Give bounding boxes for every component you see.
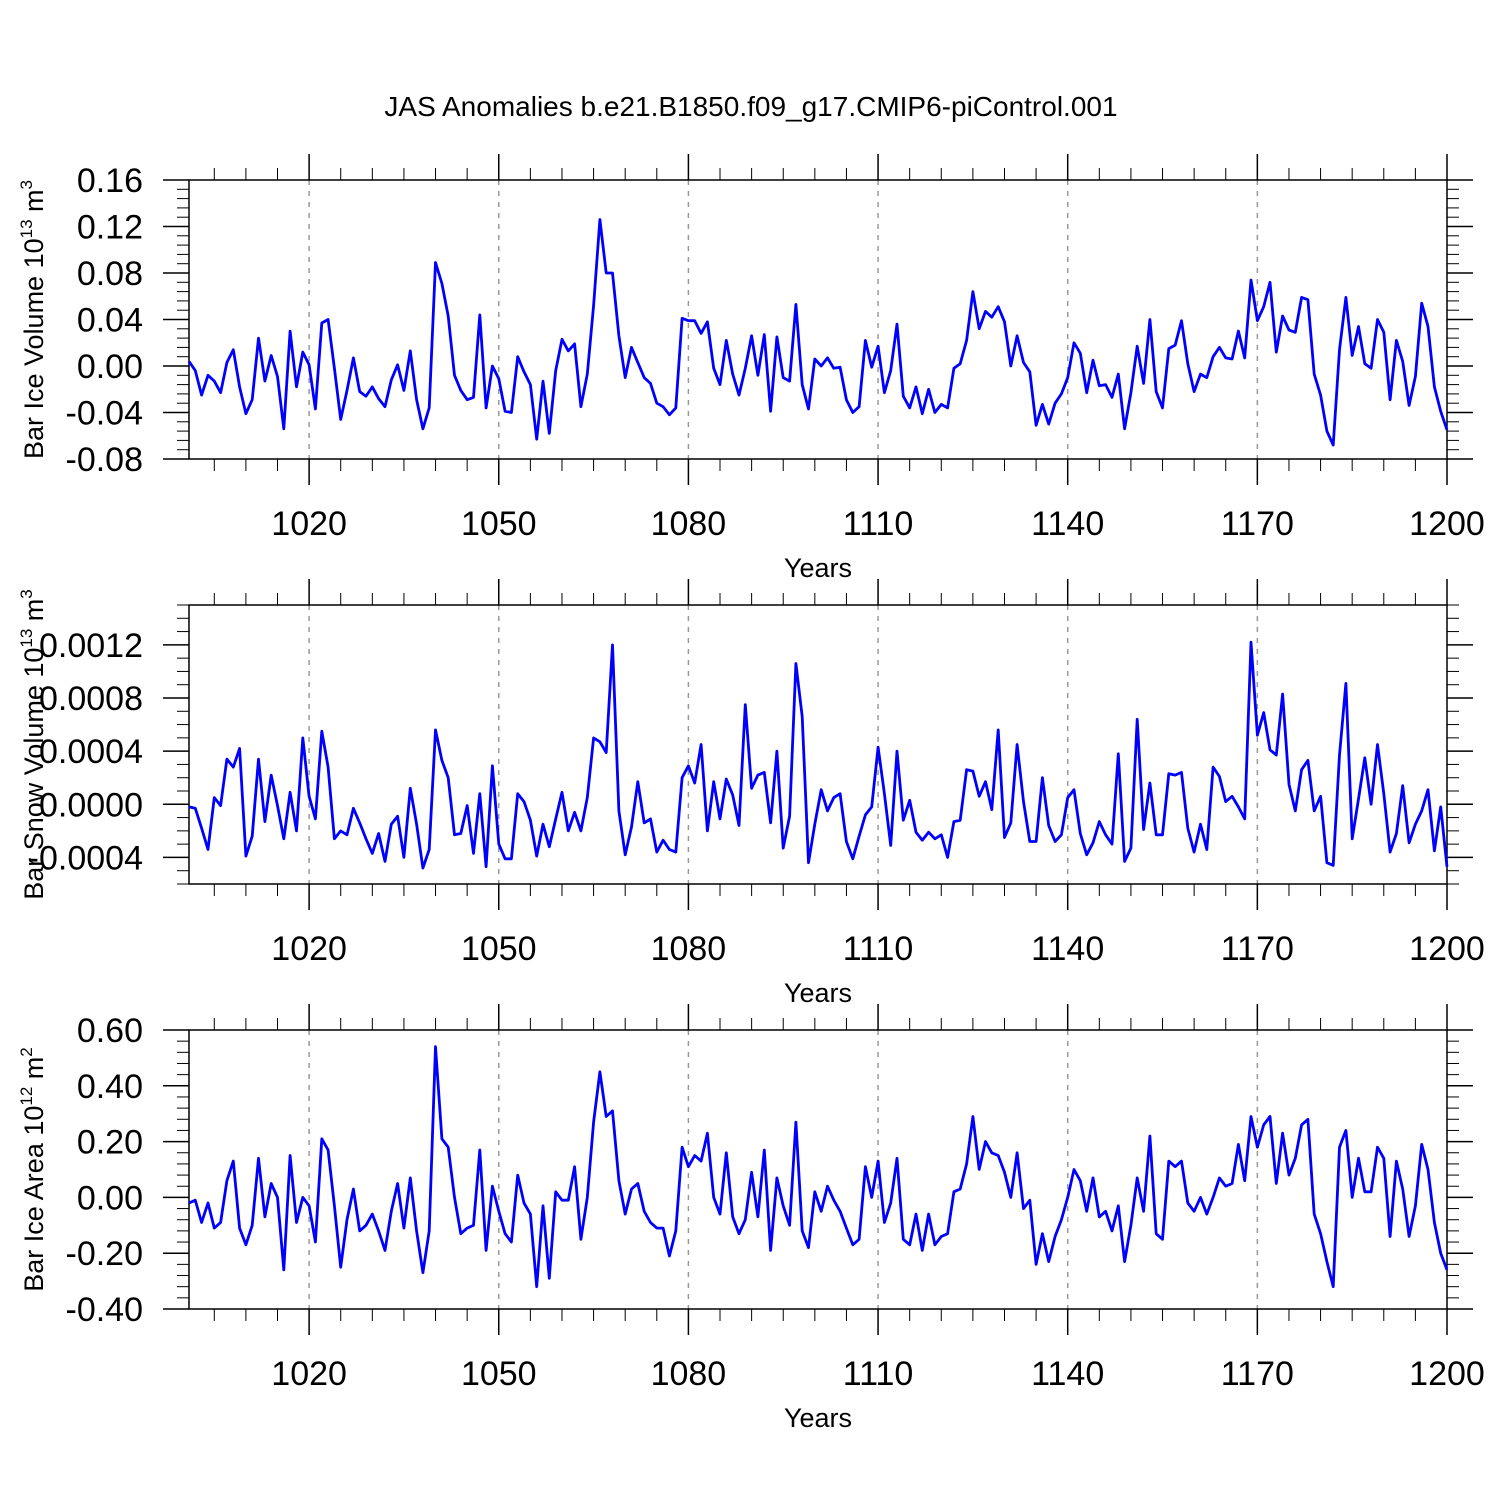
- panel-ice-area: 1020 1050 1080 1110 1140 1170 1200 -0.40 -0.20 0.…: [17, 1004, 1485, 1433]
- x-tick-label: 1080: [651, 1355, 727, 1393]
- y-axis-title-exponent: 13: [17, 219, 36, 238]
- y-tick-label: 0.04: [77, 302, 143, 340]
- y-tick-label: -0.08: [66, 441, 144, 479]
- y-axis-title-exponent: 13: [17, 629, 36, 648]
- x-tick-label: 1200: [1409, 505, 1485, 543]
- x-tick-label: 1140: [1031, 930, 1104, 968]
- x-tick-label: 1050: [461, 505, 537, 543]
- panel-snow-volume: 1020 1050 1080 1110 1140 1170 1200 -0.0004 0.000…: [17, 579, 1485, 1008]
- y-tick-label: -0.0004: [28, 839, 143, 877]
- y-tick-label: 0.00: [77, 348, 143, 386]
- series-line-ice-area: [188, 1045, 1449, 1289]
- y-tick-label: 0.60: [77, 1012, 143, 1050]
- y-tick-label: -0.40: [66, 1291, 144, 1329]
- x-tick-label: 1110: [843, 505, 914, 543]
- y-axis-title-text: Bar Ice Volume 10: [19, 238, 49, 459]
- x-tick-label: 1200: [1409, 930, 1485, 968]
- y-tick-label: 0.20: [77, 1124, 143, 1162]
- x-tick-label: 1110: [843, 930, 914, 968]
- x-tick-label: 1020: [271, 930, 347, 968]
- y-tick-label: 0.0004: [39, 733, 143, 771]
- chart-title: JAS Anomalies b.e21.B1850.f09_g17.CMIP6-…: [384, 91, 1117, 122]
- y-axis-title-unit: m: [19, 189, 49, 219]
- x-tick-label: 1080: [651, 930, 727, 968]
- x-tick-label: 1170: [1221, 930, 1294, 968]
- y-axis-title: Bar Ice Area 1012 m2: [17, 1047, 49, 1292]
- panel-ice-volume: 1020 1050 1080 1110 1140 1170 1200 -0.08 -0.04 0.…: [17, 154, 1485, 583]
- y-axis-title: Bar Ice Volume 1013 m3: [17, 180, 49, 459]
- x-tick-label: 1170: [1221, 1355, 1294, 1393]
- y-axis-title-exponent: 12: [17, 1087, 36, 1106]
- x-tick-label: 1020: [271, 505, 347, 543]
- y-axis-title-text: Bar Snow Volume 10: [19, 648, 49, 900]
- y-axis-title-text: Bar Ice Area 10: [19, 1106, 49, 1292]
- x-tick-label: 1050: [461, 930, 537, 968]
- y-tick-label: 0.0008: [39, 680, 143, 718]
- x-tick-label: 1140: [1031, 1355, 1104, 1393]
- y-tick-label: 0.12: [77, 209, 143, 247]
- y-tick-label: -0.20: [66, 1235, 144, 1273]
- series-line-snow-volume: [188, 640, 1449, 870]
- y-tick-label: 0.40: [77, 1068, 143, 1106]
- plot-frame: [188, 604, 1448, 885]
- y-axis-title-unit: m: [19, 599, 49, 629]
- x-tick-label: 1110: [843, 1355, 914, 1393]
- x-tick-label: 1080: [651, 505, 727, 543]
- panels: 1020 1050 1080 1110 1140 1170 1200 -0.08 -0.04 0.…: [17, 154, 1485, 1433]
- x-axis-title: Years: [784, 553, 852, 583]
- y-tick-label: -0.04: [66, 395, 144, 433]
- y-tick-label: 0.0000: [39, 786, 143, 824]
- plot-frame: [188, 1029, 1448, 1310]
- y-axis-title: Bar Snow Volume 1013 m3: [17, 589, 49, 900]
- y-axis-title-unit-exponent: 3: [17, 180, 36, 189]
- x-axis-title: Years: [784, 978, 852, 1008]
- x-tick-label: 1020: [271, 1355, 347, 1393]
- series-line-ice-volume: [187, 218, 1449, 447]
- y-axis-title-unit: m: [19, 1057, 49, 1087]
- x-tick-label: 1140: [1031, 505, 1104, 543]
- y-tick-label: 0.0012: [39, 627, 143, 665]
- y-axis-title-unit-exponent: 2: [17, 1047, 36, 1056]
- x-tick-label: 1050: [461, 1355, 537, 1393]
- y-tick-label: 0.00: [77, 1179, 143, 1217]
- x-axis-title: Years: [784, 1403, 852, 1433]
- x-tick-label: 1170: [1221, 505, 1294, 543]
- x-tick-label: 1200: [1409, 1355, 1485, 1393]
- y-tick-label: 0.08: [77, 255, 143, 293]
- y-tick-label: 0.16: [77, 162, 143, 200]
- y-axis-title-unit-exponent: 3: [17, 589, 36, 598]
